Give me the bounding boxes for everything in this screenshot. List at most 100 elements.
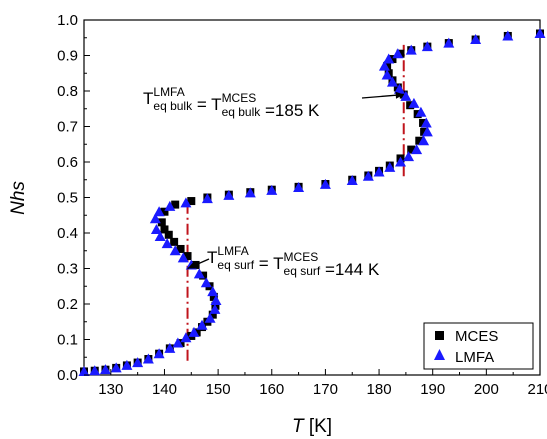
lmfa-point	[378, 60, 390, 71]
lmfa-point	[161, 238, 173, 249]
lmfa-point	[150, 223, 162, 234]
y-tick-label: 0.6	[57, 154, 78, 171]
annotation-subscript: eq surf	[284, 264, 321, 278]
legend-box	[423, 322, 534, 370]
lmfa-point	[209, 303, 221, 314]
y-tick-label: 0.1	[57, 332, 78, 349]
lmfa-point	[177, 252, 189, 263]
y-tick-label: 0.4	[57, 225, 78, 242]
lmfa-point	[408, 97, 420, 108]
lmfa-point	[121, 359, 133, 370]
x-tick-label: 130	[98, 381, 123, 398]
lmfa-point	[381, 69, 393, 80]
annotation-text: =144 K	[320, 260, 380, 279]
x-tick-label: 140	[152, 381, 177, 398]
legend-lmfa-label: LMFA	[455, 349, 494, 366]
lmfa-point	[470, 34, 482, 45]
x-tick-label: 200	[474, 381, 499, 398]
lmfa-point	[405, 44, 417, 55]
annotation-arrowhead-bulk	[395, 91, 404, 99]
annotation-symbol: T	[143, 89, 153, 108]
lmfa-point	[403, 151, 415, 162]
legend-mces-label: MCES	[455, 328, 498, 345]
lmfa-point	[149, 213, 161, 224]
annotation-superscript: MCES	[284, 250, 319, 264]
y-tick-label: 0.7	[57, 119, 78, 136]
mces-point	[170, 237, 179, 246]
lmfa-point	[207, 286, 219, 297]
lmfa-point	[293, 182, 305, 193]
lmfa-point	[153, 348, 165, 359]
lmfa-point	[395, 156, 407, 167]
mces-point	[419, 118, 428, 127]
lmfa-point	[180, 197, 192, 208]
lmfa-point	[110, 362, 122, 373]
lmfa-point	[142, 353, 154, 364]
lmfa-point	[193, 268, 205, 279]
lmfa-point	[244, 187, 256, 198]
lmfa-point	[180, 332, 192, 343]
lmfa-point	[188, 326, 200, 337]
lmfa-point	[393, 83, 405, 94]
mces-point	[183, 252, 192, 261]
lmfa-point	[164, 342, 176, 353]
lmfa-point	[392, 48, 404, 59]
lmfa-point	[418, 135, 430, 146]
annotation-superscript: LMFA	[153, 85, 184, 99]
lmfa-point	[169, 245, 181, 256]
x-tick-label: 210	[527, 381, 547, 398]
series-lmfa	[78, 27, 546, 376]
x-axis: 130 140 150 160 170 180 190 200 210	[98, 369, 547, 398]
x-axis-title-unit: [K]	[304, 416, 333, 437]
x-tick-label: 170	[313, 381, 338, 398]
annotation-symbol: T	[273, 254, 283, 273]
lmfa-point	[400, 90, 412, 101]
lmfa-point	[421, 126, 433, 137]
mces-point	[388, 55, 397, 64]
lmfa-point	[420, 117, 432, 128]
lmfa-point	[443, 37, 455, 48]
lmfa-point	[153, 206, 165, 217]
annotation-arrowhead-surf	[187, 262, 197, 269]
annotation-text: =	[254, 254, 273, 273]
y-tick-label: 0.5	[57, 190, 78, 207]
mces-point	[407, 145, 416, 154]
lmfa-point	[154, 231, 166, 242]
lmfa-point	[172, 337, 184, 348]
y-axis-title: Nhs	[8, 181, 29, 215]
mces-point	[208, 310, 217, 319]
y-axis: 0.0 0.1 0.2 0.3 0.4 0.5 0.6 0.7 0.8 0.9 1.0	[57, 12, 90, 384]
mces-point	[420, 127, 429, 136]
y-tick-label: 0.2	[57, 296, 78, 313]
mces-point	[415, 136, 424, 145]
lmfa-point	[266, 184, 278, 195]
annotation-text: =185 K	[260, 101, 320, 120]
lmfa-point	[89, 365, 101, 376]
mces-point	[209, 292, 218, 301]
annotation-symbol: T	[211, 95, 221, 114]
lmfa-point	[383, 53, 395, 64]
x-tick-label: 180	[367, 381, 392, 398]
y-tick-label: 0.0	[57, 367, 78, 384]
lmfa-point	[99, 364, 111, 375]
lmfa-point	[204, 312, 216, 323]
annotation-symbol: T	[207, 248, 217, 267]
lmfa-point	[132, 357, 144, 368]
lmfa-point	[421, 41, 433, 52]
lmfa-point	[502, 30, 514, 41]
lmfa-point	[384, 161, 396, 172]
mces-point	[160, 225, 169, 234]
x-tick-label: 150	[206, 381, 231, 398]
annotation-subscript: eq bulk	[222, 105, 262, 119]
annotation-superscript: MCES	[222, 91, 257, 105]
x-axis-title: T [K]	[292, 416, 332, 437]
lmfa-point	[200, 277, 212, 288]
lmfa-point	[362, 170, 374, 181]
mces-point	[160, 207, 169, 216]
legend-mces-marker	[435, 331, 444, 340]
lmfa-point	[196, 319, 208, 330]
annotation-subscript: eq surf	[217, 258, 254, 272]
plot-frame	[83, 19, 541, 376]
lmfa-point	[373, 166, 385, 177]
